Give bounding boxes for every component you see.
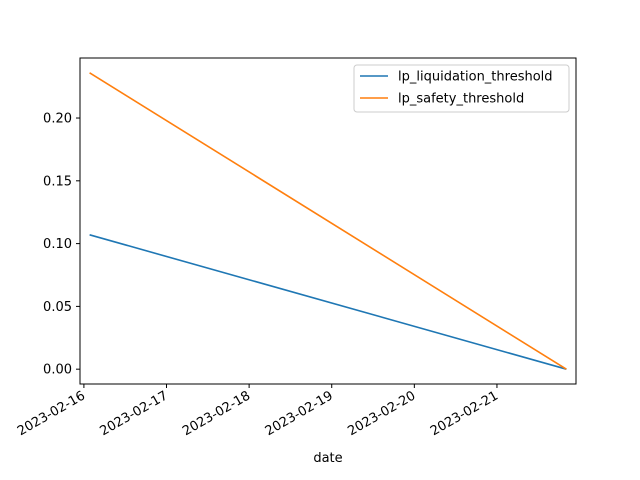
x-axis: 2023-02-16 2023-02-17 2023-02-18 2023-02-19… xyxy=(15,384,501,439)
y-tick-label: 0.10 xyxy=(43,237,72,252)
x-axis-title: date xyxy=(313,451,342,466)
x-tick-label: 2023-02-19 xyxy=(263,388,336,439)
x-tick-label: 2023-02-20 xyxy=(345,388,418,439)
x-tick-label: 2023-02-21 xyxy=(428,388,501,439)
y-axis: 0.00 0.05 0.10 0.15 0.20 xyxy=(43,112,80,378)
x-tick-label: 2023-02-17 xyxy=(98,388,171,439)
plot-frame xyxy=(79,57,577,385)
series-line-lp-liquidation-threshold xyxy=(89,234,567,370)
y-tick-label: 0.05 xyxy=(43,300,72,315)
x-tick-label: 2023-02-16 xyxy=(15,388,88,439)
y-tick-label: 0.15 xyxy=(43,174,72,189)
series-layer xyxy=(89,72,567,370)
y-tick-label: 0.00 xyxy=(43,363,72,378)
y-tick-label: 0.20 xyxy=(43,112,72,127)
legend: lp_liquidation_threshold lp_safety_thresh… xyxy=(353,64,570,113)
legend-label-lp-safety-threshold: lp_safety_threshold xyxy=(398,92,524,107)
legend-box xyxy=(353,64,570,113)
legend-label-lp-liquidation-threshold: lp_liquidation_threshold xyxy=(398,70,553,85)
x-tick-label: 2023-02-18 xyxy=(180,388,253,439)
series-line-lp-safety-threshold xyxy=(89,72,567,370)
